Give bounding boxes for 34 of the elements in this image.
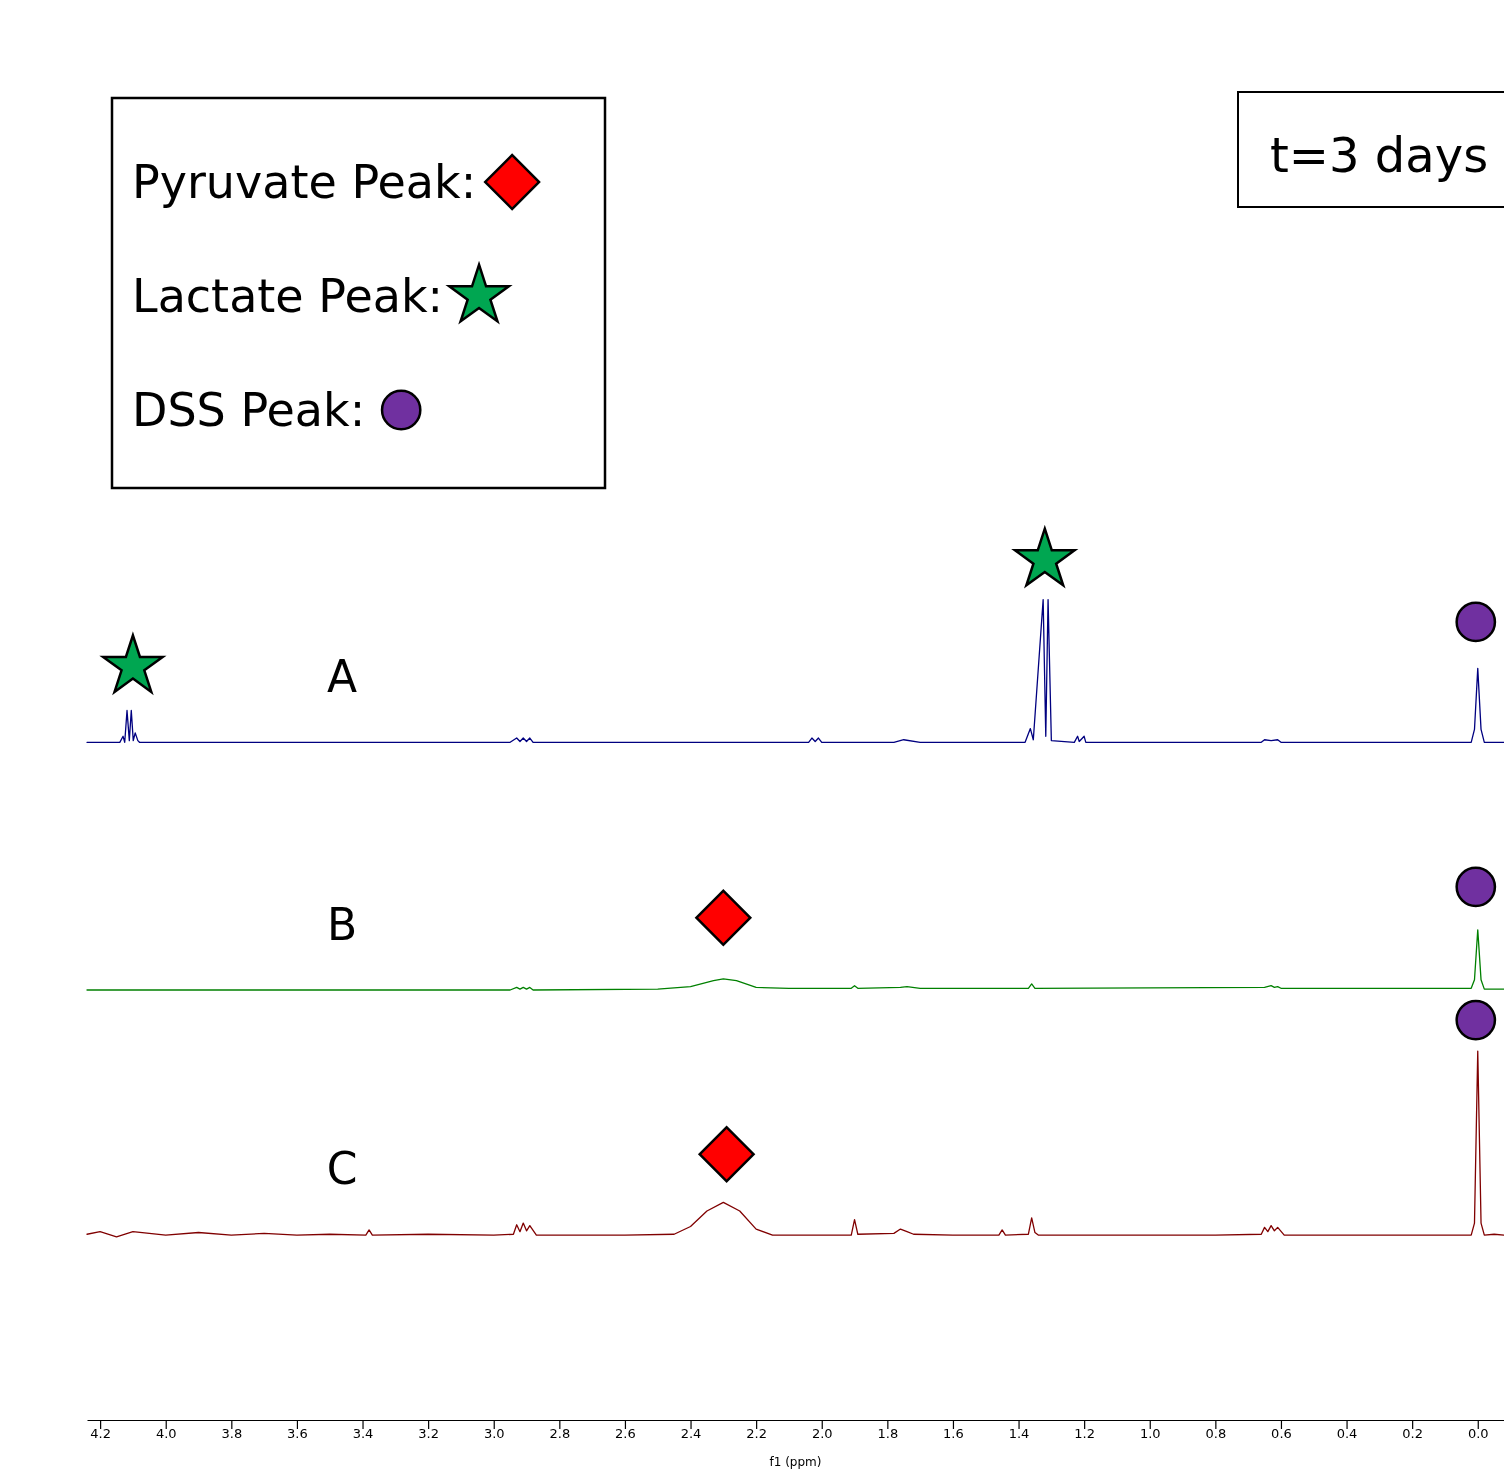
x-tick-label: 1.8: [877, 1426, 899, 1442]
legend-label: DSS Peak:: [132, 383, 366, 437]
annotation: C: [326, 1143, 358, 1195]
point: [1455, 999, 1497, 1041]
annotation: B: [326, 899, 358, 950]
x-tick-label: 2.8: [549, 1426, 571, 1442]
x-tick-label: 3.8: [221, 1426, 243, 1442]
x-tick-label: 1.6: [943, 1426, 964, 1442]
x-tick-label: 1.4: [1008, 1426, 1030, 1442]
x-tick-label: 4.2: [90, 1426, 111, 1442]
x-tick-label: 0.8: [1205, 1426, 1227, 1442]
x-tick-label: 1.2: [1074, 1426, 1095, 1442]
x-tick-label: 4.0: [155, 1426, 177, 1442]
point: [698, 1126, 755, 1183]
annotation: A: [326, 651, 358, 703]
x-axis-title: f1 (ppm): [769, 1455, 822, 1469]
x-tick-label: 2.6: [615, 1426, 636, 1442]
x-tick-label: 0.0: [1467, 1426, 1489, 1442]
x-tick-label: 0.6: [1271, 1426, 1292, 1442]
x-tick-label: 2.4: [680, 1426, 702, 1442]
x-tick-label: 2.2: [746, 1426, 767, 1442]
x-tick-label: 3.4: [352, 1426, 374, 1442]
point: [1455, 866, 1497, 908]
point: [695, 889, 752, 946]
chart-title: t=3 days: [1270, 127, 1489, 183]
x-tick-label: 3.6: [287, 1426, 308, 1442]
x-tick-label: 3.0: [483, 1426, 505, 1442]
x-tick-label: 1.0: [1139, 1426, 1161, 1442]
legend-label: Pyruvate Peak:: [132, 155, 477, 209]
x-tick-label: 0.2: [1402, 1426, 1423, 1442]
x-tick-label: 2.0: [811, 1426, 833, 1442]
x-tick-label: 3.2: [418, 1426, 439, 1442]
x-tick-label: 0.4: [1336, 1426, 1358, 1442]
legend-label: Lactate Peak:: [132, 269, 444, 323]
